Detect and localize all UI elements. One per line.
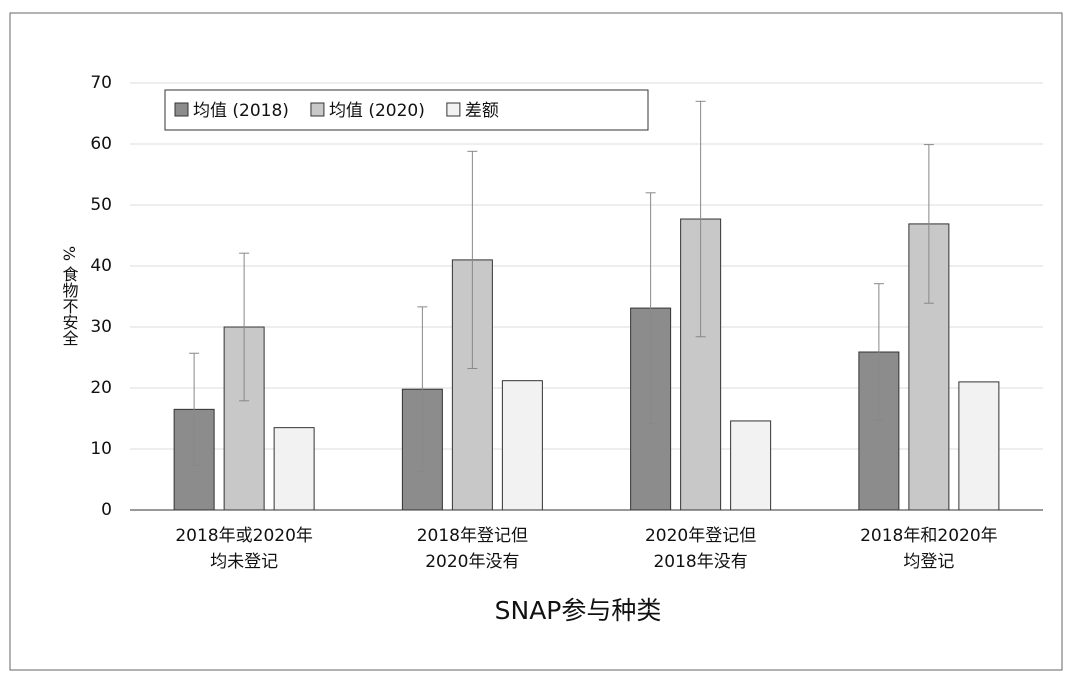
y-tick-label: 60 <box>90 134 112 154</box>
y-tick-label: 30 <box>90 317 112 337</box>
x-axis-title: SNAP参与种类 <box>495 596 662 625</box>
bar <box>501 380 543 511</box>
bar <box>958 381 1000 511</box>
x-tick-label: 2020年登记但 <box>645 526 756 546</box>
y-tick-label: 10 <box>90 439 112 459</box>
x-tick-label: 2018年和2020年 <box>860 526 998 546</box>
x-tick-label: 均登记 <box>903 552 954 572</box>
legend-swatch <box>446 102 461 117</box>
x-tick-label: 2018年登记但 <box>417 526 528 546</box>
x-tick-label: 均未登记 <box>210 552 278 572</box>
legend-box <box>164 89 649 131</box>
x-tick-label: 2020年没有 <box>425 552 519 572</box>
x-tick-label: 2018年没有 <box>653 552 747 572</box>
legend-swatch <box>174 102 189 117</box>
y-tick-label: 20 <box>90 378 112 398</box>
legend-label: 均值 (2020) <box>329 101 425 121</box>
bar <box>273 427 315 511</box>
legend-label: 均值 (2018) <box>193 101 289 121</box>
y-tick-label: 40 <box>90 256 112 276</box>
x-tick-label: 2018年或2020年 <box>175 526 313 546</box>
y-axis-title: % 食物不安全 <box>60 246 79 346</box>
bar <box>730 420 772 511</box>
y-tick-label: 0 <box>101 500 112 520</box>
legend-swatch <box>310 102 325 117</box>
legend-label: 差额 <box>465 101 499 121</box>
y-tick-label: 70 <box>90 73 112 93</box>
y-tick-label: 50 <box>90 195 112 215</box>
